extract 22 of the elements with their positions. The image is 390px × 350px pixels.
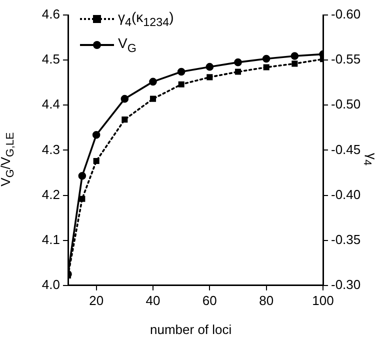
y-tick-label: 4.6 — [42, 6, 60, 22]
y-tick-label: 4.1 — [42, 232, 60, 247]
x-tick-label: 60 — [202, 292, 217, 308]
y-tick-label: 4.3 — [42, 142, 60, 157]
x-tick-label: 20 — [89, 292, 104, 308]
y2-tick-label: -0.55 — [331, 52, 361, 67]
y-tick-label: 4.5 — [42, 52, 60, 67]
legend-label: γ$_{4}$(κ$_{1234}$) — [118, 9, 174, 29]
x-tick-label: 80 — [259, 292, 274, 308]
y2-tick-label: -0.35 — [331, 232, 361, 247]
legend-label: V$_{G}$ — [118, 35, 136, 55]
y2-tick-label: -0.60 — [331, 6, 361, 22]
y2-tick-label: -0.30 — [331, 276, 361, 292]
y2-tick-label: -0.50 — [331, 96, 361, 112]
x-axis-title: number of loci — [150, 322, 232, 337]
y2-tick-label: -0.45 — [331, 142, 361, 157]
y-tick-label: 4.2 — [42, 186, 60, 202]
y-tick-label: 4.0 — [42, 276, 60, 292]
y2-tick-label: -0.40 — [331, 186, 361, 202]
y-tick-label: 4.4 — [42, 96, 60, 112]
x-tick-label: 40 — [146, 292, 160, 308]
x-tick-label: 100 — [312, 292, 334, 308]
